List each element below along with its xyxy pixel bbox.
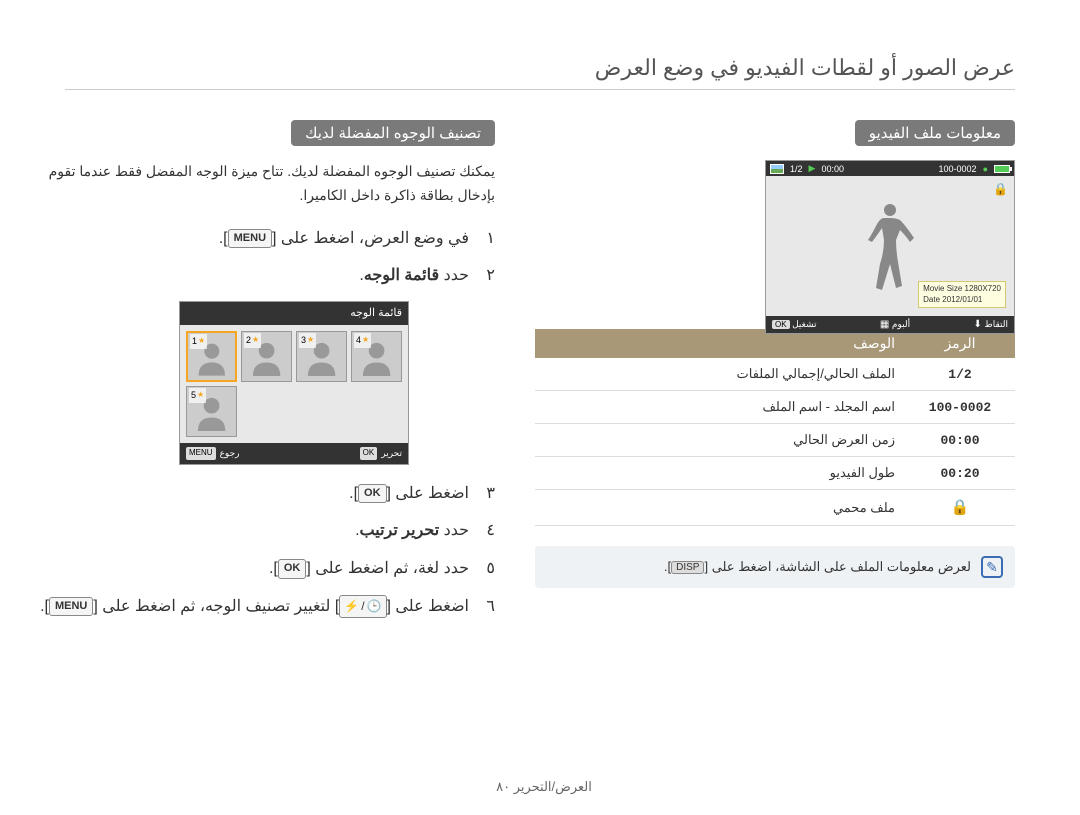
video-info-heading: معلومات ملف الفيديو <box>855 120 1015 146</box>
intro-text: يمكنك تصنيف الوجوه المفضلة لديك. تتاح مي… <box>35 160 495 208</box>
face-thumb-1: 1★ <box>186 331 237 382</box>
menu-badge: MENU <box>186 447 216 460</box>
ok-badge: OK <box>772 320 790 329</box>
file-info-tooltip: Movie Size 1280X720 Date 2012/01/01 <box>918 281 1006 308</box>
playback-time: 00:00 <box>821 164 844 174</box>
star-icon: ★ <box>362 334 369 347</box>
star-icon: ★ <box>198 335 205 348</box>
menu-button-badge: MENU <box>49 597 93 617</box>
table-row: 1/2الملف الحالي/إجمالي الملفات <box>535 358 1015 391</box>
ok-badge: OK <box>360 447 378 460</box>
step-5: حدد لغة، ثم اضغط على [OK]. <box>35 556 495 582</box>
disp-button-badge: DISP <box>671 561 704 574</box>
page-footer: العرض/التحرير ٨٠ <box>0 779 1080 795</box>
menu-button-badge: MENU <box>228 229 272 249</box>
page-title: عرض الصور أو لقطات الفيديو في وضع العرض <box>65 55 1015 90</box>
ok-button-badge: OK <box>358 484 387 504</box>
face-thumb-3: 3★ <box>296 331 347 382</box>
note-icon: ✎ <box>981 556 1003 578</box>
favorites-heading: تصنيف الوجوه المفضلة لديك <box>291 120 495 146</box>
step-1: في وضع العرض، اضغط على [MENU]. <box>35 226 495 252</box>
ok-button-badge: OK <box>278 559 307 579</box>
note-box: ✎ لعرض معلومات الملف على الشاشة، اضغط عل… <box>535 546 1015 588</box>
face-list-title: قائمة الوجه <box>180 302 408 326</box>
table-row: 🔒ملف محمي <box>535 490 1015 526</box>
step-6: اضغط على [⚡/🕒] لتغيير تصنيف الوجه، ثم اض… <box>35 594 495 620</box>
flash-timer-badge: ⚡/🕒 <box>339 595 386 618</box>
star-icon: ★ <box>252 334 259 347</box>
lock-icon: 🔒 <box>993 182 1008 196</box>
face-list-screen: قائمة الوجه 1★ 2★ 3★ <box>179 301 409 465</box>
step-2: حدد قائمة الوجه. قائمة الوجه 1★ 2★ <box>35 263 495 465</box>
face-list-bottom: MENUرجوع OKتحرير <box>180 443 408 463</box>
steps-list: في وضع العرض، اضغط على [MENU]. حدد قائمة… <box>35 226 495 620</box>
star-icon: ★ <box>307 334 314 347</box>
favorite-faces-column: تصنيف الوجوه المفضلة لديك يمكنك تصنيف ال… <box>35 120 495 631</box>
table-row: 00:20طول الفيديو <box>535 457 1015 490</box>
video-info-column: معلومات ملف الفيديو 1/2 ▶ 00:00 100-0002… <box>535 120 1015 631</box>
video-bottombar: OK تشغيل ▦ ألبوم ⬇ التقاط <box>766 316 1014 333</box>
table-row: 00:00زمن العرض الحالي <box>535 424 1015 457</box>
star-icon: ★ <box>197 389 204 402</box>
video-topbar: 1/2 ▶ 00:00 100-0002 ● <box>766 161 1014 176</box>
face-thumb-2: 2★ <box>241 331 292 382</box>
step-4: حدد تحرير ترتيب. <box>35 518 495 544</box>
thumbnail-icon <box>770 164 784 174</box>
table-row: 100-0002اسم المجلد - اسم الملف <box>535 391 1015 424</box>
step-3: اضغط على [OK]. <box>35 481 495 507</box>
face-thumb-4: 4★ <box>351 331 402 382</box>
video-preview-screen: 1/2 ▶ 00:00 100-0002 ● 🔒 <box>765 160 1015 334</box>
battery-icon <box>994 165 1010 173</box>
face-thumb-5: 5★ <box>186 386 237 437</box>
dancer-silhouette <box>860 196 920 296</box>
symbol-table: الرمز الوصف 1/2الملف الحالي/إجمالي الملف… <box>535 329 1015 526</box>
file-counter: 1/2 <box>790 164 803 174</box>
file-code: 100-0002 <box>939 164 977 174</box>
